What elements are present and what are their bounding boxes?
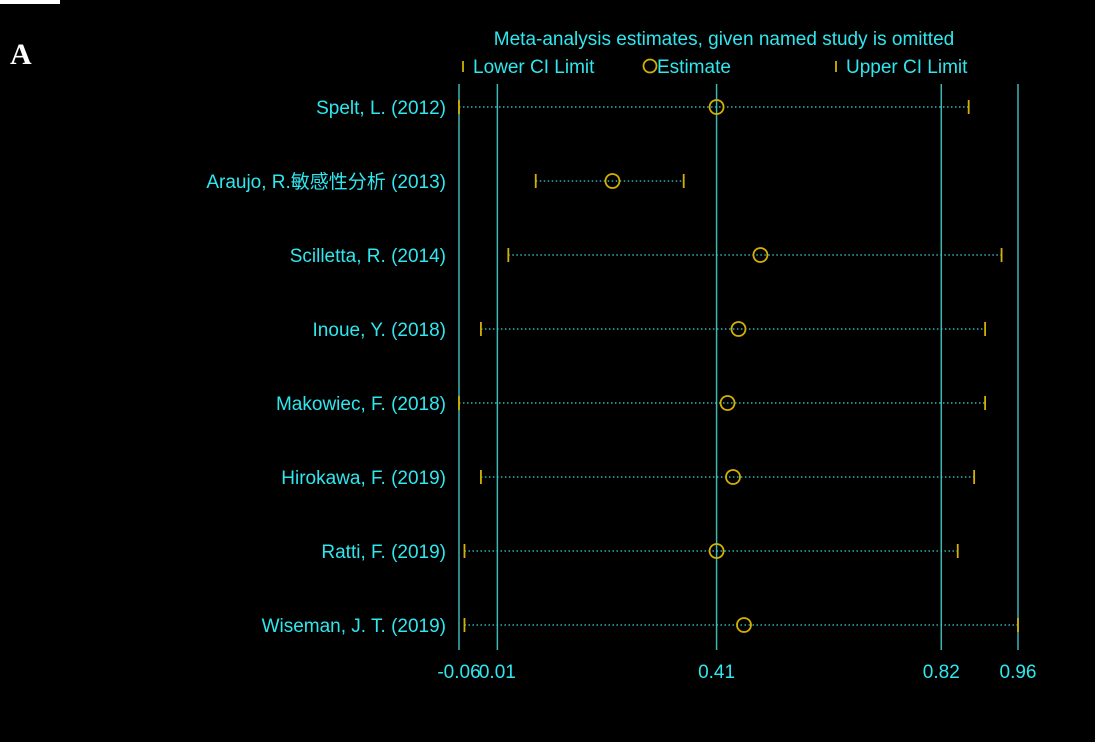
study-label: Scilletta, R. (2014): [290, 246, 446, 267]
panel-label: A: [10, 38, 32, 71]
study-label: Wiseman, J. T. (2019): [262, 616, 446, 637]
legend: Lower CI Limit Estimate Upper CI Limit: [462, 57, 968, 78]
study-row: Makowiec, F. (2018): [276, 394, 987, 415]
study-label: Araujo, R.敏感性分析 (2013): [206, 171, 446, 193]
estimate-marker: [725, 469, 741, 485]
chart-title: Meta-analysis estimates, given named stu…: [494, 29, 954, 50]
estimate-marker: [708, 543, 725, 559]
study-row: Araujo, R.敏感性分析 (2013): [206, 171, 685, 193]
study-row: Spelt, L. (2012): [316, 98, 970, 119]
legend-label: Upper CI Limit: [846, 57, 968, 78]
study-row: Wiseman, J. T. (2019): [262, 616, 1019, 637]
study-label: Ratti, F. (2019): [321, 542, 446, 563]
study-label: Inoue, Y. (2018): [313, 320, 446, 341]
study-row: Inoue, Y. (2018): [313, 320, 987, 341]
legend-label: Lower CI Limit: [473, 57, 595, 78]
x-tick-label: 0.01: [479, 662, 516, 683]
study-label: Hirokawa, F. (2019): [281, 468, 446, 489]
study-label: Spelt, L. (2012): [316, 98, 446, 119]
legend-label: Estimate: [657, 57, 731, 78]
estimate-marker: [708, 99, 725, 115]
study-row: Hirokawa, F. (2019): [281, 468, 976, 489]
legend-circle-icon: [642, 58, 658, 74]
estimate-marker: [719, 395, 736, 411]
estimate-marker: [604, 173, 621, 189]
top-left-notch: [0, 0, 60, 4]
x-tick-label: 0.96: [1000, 662, 1037, 683]
x-tick-label: -0.06: [437, 662, 480, 683]
estimate-marker: [752, 247, 769, 263]
study-label: Makowiec, F. (2018): [276, 394, 446, 415]
x-tick-label: 0.82: [923, 662, 960, 683]
study-row: Ratti, F. (2019): [321, 542, 959, 563]
x-tick-label: 0.41: [698, 662, 735, 683]
reference-lines: [458, 84, 1019, 650]
study-row: Scilletta, R. (2014): [290, 246, 1003, 267]
study-rows: Spelt, L. (2012) Araujo, R.敏感性分析 (2013) Sc…: [206, 98, 1019, 637]
x-axis-ticks: -0.060.01 0.41 0.82 0.96: [437, 662, 1036, 683]
estimate-marker: [736, 617, 752, 633]
estimate-marker: [730, 321, 747, 337]
